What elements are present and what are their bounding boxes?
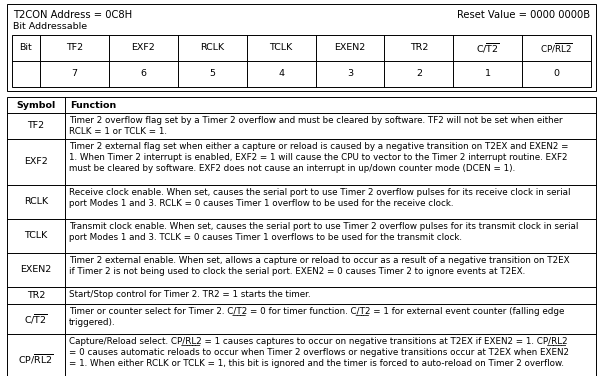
Text: EXF2: EXF2: [24, 158, 48, 167]
Text: Symbol: Symbol: [16, 100, 55, 109]
Text: Timer 2 external flag set when either a capture or reload is caused by a negativ: Timer 2 external flag set when either a …: [69, 142, 569, 173]
Text: C/$\overline{\rm T2}$: C/$\overline{\rm T2}$: [24, 312, 48, 326]
Text: Timer or counter select for Timer 2. C/͟T͟2 = 0 for timer function. C/͟T͟2 = 1 f: Timer or counter select for Timer 2. C/͟…: [69, 307, 564, 327]
Text: TR2: TR2: [409, 44, 428, 53]
Text: 5: 5: [209, 70, 215, 79]
Bar: [12, 35, 591, 87]
Bar: [7, 4, 596, 91]
Text: TCLK: TCLK: [24, 232, 48, 241]
Text: C/$\overline{\rm T2}$: C/$\overline{\rm T2}$: [476, 41, 499, 55]
Text: TR2: TR2: [27, 291, 45, 300]
Text: Receive clock enable. When set, causes the serial port to use Timer 2 overflow p: Receive clock enable. When set, causes t…: [69, 188, 570, 208]
Text: RCLK: RCLK: [200, 44, 224, 53]
Text: Transmit clock enable. When set, causes the serial port to use Timer 2 overflow : Transmit clock enable. When set, causes …: [69, 222, 578, 242]
Text: RCLK: RCLK: [24, 197, 48, 206]
Text: Bit Addressable: Bit Addressable: [13, 22, 87, 31]
Text: Timer 2 overflow flag set by a Timer 2 overflow and must be cleared by software.: Timer 2 overflow flag set by a Timer 2 o…: [69, 116, 563, 136]
Text: Reset Value = 0000 0000B: Reset Value = 0000 0000B: [457, 10, 590, 20]
Text: Capture/Reload select. CP/͟R͟L͟2 = 1 causes captures to occur on negative transi: Capture/Reload select. CP/͟R͟L͟2 = 1 cau…: [69, 337, 569, 368]
Bar: [7, 97, 596, 376]
Text: EXEN2: EXEN2: [21, 265, 52, 274]
Text: Function: Function: [70, 100, 116, 109]
Text: TF2: TF2: [66, 44, 83, 53]
Text: TF2: TF2: [28, 121, 45, 130]
Text: EXF2: EXF2: [131, 44, 155, 53]
Text: TCLK: TCLK: [270, 44, 292, 53]
Text: CP/$\overline{\rm RL2}$: CP/$\overline{\rm RL2}$: [540, 41, 573, 55]
Text: 2: 2: [416, 70, 422, 79]
Text: Start/Stop control for Timer 2. TR2 = 1 starts the timer.: Start/Stop control for Timer 2. TR2 = 1 …: [69, 290, 311, 299]
Text: 4: 4: [278, 70, 284, 79]
Text: 0: 0: [554, 70, 560, 79]
Text: 7: 7: [71, 70, 77, 79]
Text: 1: 1: [485, 70, 491, 79]
Text: Timer 2 external enable. When set, allows a capture or reload to occur as a resu: Timer 2 external enable. When set, allow…: [69, 256, 570, 276]
Text: 6: 6: [140, 70, 147, 79]
Text: CP/$\overline{\rm RL2}$: CP/$\overline{\rm RL2}$: [18, 352, 54, 366]
Text: 3: 3: [347, 70, 353, 79]
Text: T2CON Address = 0C8H: T2CON Address = 0C8H: [13, 10, 132, 20]
Text: EXEN2: EXEN2: [334, 44, 365, 53]
Text: Bit: Bit: [20, 44, 33, 53]
